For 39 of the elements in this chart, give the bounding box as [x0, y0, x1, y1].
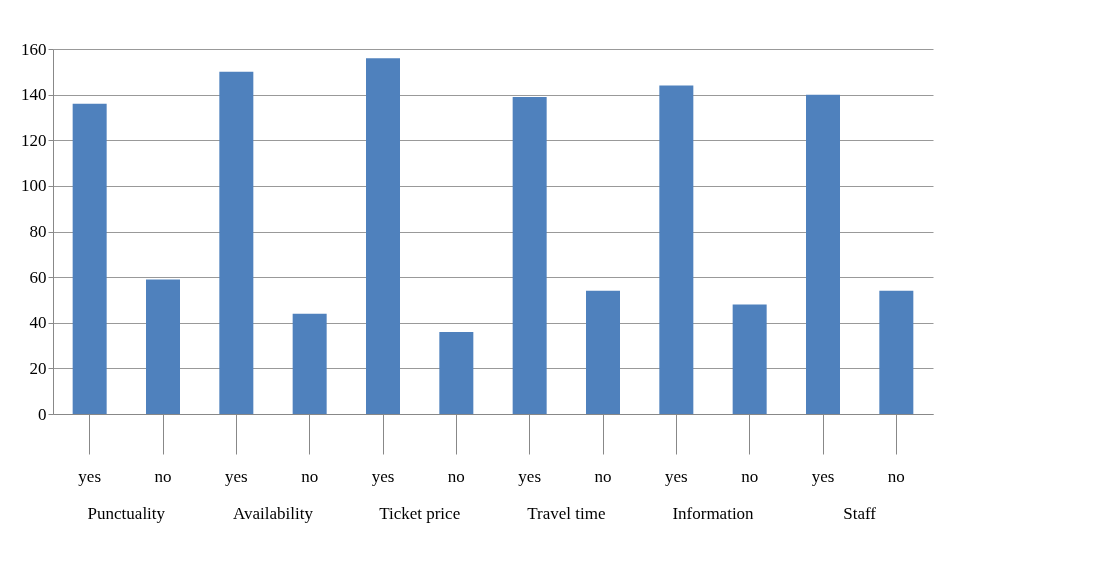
text: Staff	[843, 504, 877, 523]
x-tick-label: yes	[665, 466, 688, 486]
text: Punctuality	[87, 504, 166, 523]
x-tick-label: yes	[371, 466, 395, 486]
bar	[659, 85, 694, 414]
bar	[806, 94, 840, 414]
y-tick-label: 60	[29, 267, 47, 287]
x-tick-label: yes	[518, 466, 541, 486]
x-tick-label: yes	[78, 466, 101, 486]
bar	[219, 71, 254, 414]
y-tick-label: 40	[29, 313, 47, 333]
text: Ticket price	[379, 504, 461, 523]
bar	[439, 331, 474, 414]
bar	[146, 279, 180, 414]
text: Travel time	[527, 504, 606, 523]
bar	[586, 290, 620, 414]
x-tick-label: no	[154, 466, 172, 486]
bar	[512, 96, 547, 414]
x-tick-label: no	[741, 466, 759, 486]
text: Information	[672, 504, 755, 523]
bar	[732, 304, 767, 414]
text: Availability	[233, 504, 314, 523]
x-tick-label: no	[301, 466, 319, 486]
y-tick-label: 0	[38, 404, 47, 424]
bar	[879, 290, 914, 414]
x-tick-label: no	[594, 466, 612, 486]
y-tick-label: 160	[21, 39, 47, 59]
x-tick-label: yes	[811, 466, 835, 486]
x-tick-label: no	[887, 466, 905, 486]
y-tick-label: 140	[21, 85, 47, 105]
bar	[72, 103, 107, 414]
y-tick-label: 100	[21, 176, 47, 196]
bar	[292, 313, 327, 414]
y-tick-label: 80	[29, 222, 47, 241]
x-tick-label: yes	[225, 466, 248, 486]
x-tick-label: no	[447, 466, 465, 486]
y-tick-label: 120	[21, 130, 47, 150]
bar	[366, 58, 400, 414]
y-tick-label: 20	[29, 358, 47, 378]
